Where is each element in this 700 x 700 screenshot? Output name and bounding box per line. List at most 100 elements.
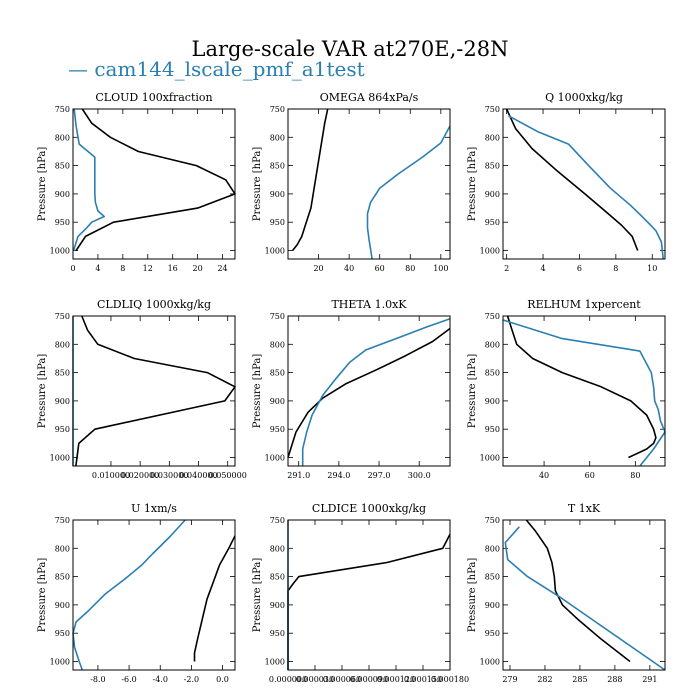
- x-tick-label: 10: [647, 264, 657, 273]
- x-tick-label: 8: [613, 264, 618, 273]
- y-axis-label: Pressure [hPa]: [252, 354, 263, 429]
- x-tick-label: 300.0: [408, 471, 431, 480]
- x-tick-label: 288: [607, 675, 622, 684]
- series-line-black: [506, 315, 657, 459]
- x-tick-label: 291: [642, 675, 657, 684]
- panel-title: U 1xm/s: [131, 502, 177, 515]
- x-tick-label: 16: [168, 264, 178, 273]
- y-tick-label: 950: [55, 218, 70, 227]
- y-tick-label: 950: [55, 425, 70, 434]
- y-axis-label: Pressure [hPa]: [467, 558, 478, 633]
- y-tick-label: 800: [270, 544, 285, 553]
- x-tick-label: -8.0: [90, 675, 105, 684]
- y-tick-label: 900: [270, 397, 285, 406]
- plot-frame: [502, 108, 666, 260]
- y-tick-label: 1000: [265, 658, 285, 667]
- y-tick-label: 900: [485, 601, 500, 610]
- y-tick-label: 1000: [50, 454, 70, 463]
- panel-title: Q 1000xkg/kg: [545, 91, 623, 104]
- y-tick-label: 750: [55, 516, 70, 525]
- y-tick-label: 750: [485, 312, 500, 321]
- y-tick-label: 1000: [50, 247, 70, 256]
- panel-title: CLDLIQ 1000xkg/kg: [97, 298, 211, 311]
- y-tick-label: 850: [270, 573, 285, 582]
- y-tick-label: 1000: [265, 454, 285, 463]
- x-tick-label: 80: [405, 264, 415, 273]
- y-tick-label: 800: [485, 340, 500, 349]
- series-line-blue: [366, 125, 451, 260]
- plot-frame: [72, 315, 236, 467]
- panel-2: OMEGA 864xPa/s Pressure [hPa] 750 800 850 900…: [252, 91, 451, 273]
- y-tick-label: 950: [270, 629, 285, 638]
- panel-title: OMEGA 864xPa/s: [320, 91, 419, 104]
- y-tick-label: 800: [485, 133, 500, 142]
- x-tick-label: -2.0: [184, 675, 199, 684]
- y-tick-label: 1000: [480, 454, 500, 463]
- y-tick-label: 800: [485, 544, 500, 553]
- y-tick-label: 900: [485, 397, 500, 406]
- y-tick-label: 850: [55, 162, 70, 171]
- series-line-blue: [502, 319, 666, 467]
- y-tick-label: 750: [270, 312, 285, 321]
- x-tick-label: 12: [143, 264, 153, 273]
- y-tick-label: 850: [55, 573, 70, 582]
- x-tick-label: 0.000090: [350, 675, 388, 684]
- x-tick-label: 0: [70, 264, 75, 273]
- x-tick-label: 100: [433, 264, 448, 273]
- plot-frame: [287, 315, 451, 467]
- y-tick-label: 850: [270, 162, 285, 171]
- x-tick-label: 0.000060: [323, 675, 361, 684]
- x-tick-label: 279: [502, 675, 517, 684]
- panel-title: CLDICE 1000xkg/kg: [312, 502, 426, 515]
- y-tick-label: 900: [55, 190, 70, 199]
- y-tick-label: 750: [55, 312, 70, 321]
- x-tick-label: 0.030000: [150, 471, 188, 480]
- y-tick-label: 800: [55, 340, 70, 349]
- series-line-blue: [301, 318, 451, 466]
- x-tick-label: 2: [504, 264, 509, 273]
- y-tick-label: 950: [270, 218, 285, 227]
- panel-1: CLOUD 100xfraction Pressure [hPa] 750 800 85…: [37, 91, 236, 273]
- y-tick-label: 750: [55, 105, 70, 114]
- y-tick-label: 950: [485, 629, 500, 638]
- y-tick-label: 1000: [480, 658, 500, 667]
- y-axis-label: Pressure [hPa]: [467, 354, 478, 429]
- x-tick-label: 0.000180: [431, 675, 469, 684]
- x-tick-label: 0.000120: [377, 675, 415, 684]
- y-tick-label: 950: [485, 425, 500, 434]
- series-line-blue: [508, 115, 664, 260]
- y-tick-label: 900: [55, 397, 70, 406]
- y-tick-label: 750: [485, 516, 500, 525]
- series-line-black: [75, 315, 236, 467]
- y-tick-label: 1000: [480, 247, 500, 256]
- x-tick-label: 282: [537, 675, 552, 684]
- panel-title: T 1xK: [568, 502, 601, 515]
- x-tick-label: 20: [313, 264, 323, 273]
- y-tick-label: 800: [270, 340, 285, 349]
- y-tick-label: 750: [270, 516, 285, 525]
- x-tick-label: -4.0: [153, 675, 168, 684]
- y-tick-label: 850: [270, 369, 285, 378]
- plot-frame: [72, 519, 236, 671]
- series-line-blue: [72, 519, 186, 671]
- series-line-black: [505, 108, 639, 251]
- x-tick-label: 24: [217, 264, 227, 273]
- plot-frame: [502, 519, 666, 671]
- legend-line-marker: —: [68, 57, 95, 81]
- legend-entry: — cam144_lscale_pmf_a1test: [68, 57, 365, 81]
- legend-label: cam144_lscale_pmf_a1test: [94, 57, 365, 81]
- y-tick-label: 950: [485, 218, 500, 227]
- y-axis-label: Pressure [hPa]: [467, 147, 478, 222]
- x-tick-label: 0.010000: [92, 471, 130, 480]
- series-line-black: [287, 327, 451, 458]
- panel-6: RELHUM 1xpercent Pressure [hPa] 750 800 850 9…: [467, 298, 666, 480]
- y-tick-label: 800: [270, 133, 285, 142]
- x-tick-label: 0.0: [216, 675, 229, 684]
- y-tick-label: 900: [485, 190, 500, 199]
- x-tick-label: 285: [572, 675, 587, 684]
- y-tick-label: 750: [485, 105, 500, 114]
- x-tick-label: 294.0: [327, 471, 350, 480]
- x-tick-label: 60: [585, 471, 595, 480]
- y-axis-label: Pressure [hPa]: [37, 147, 48, 222]
